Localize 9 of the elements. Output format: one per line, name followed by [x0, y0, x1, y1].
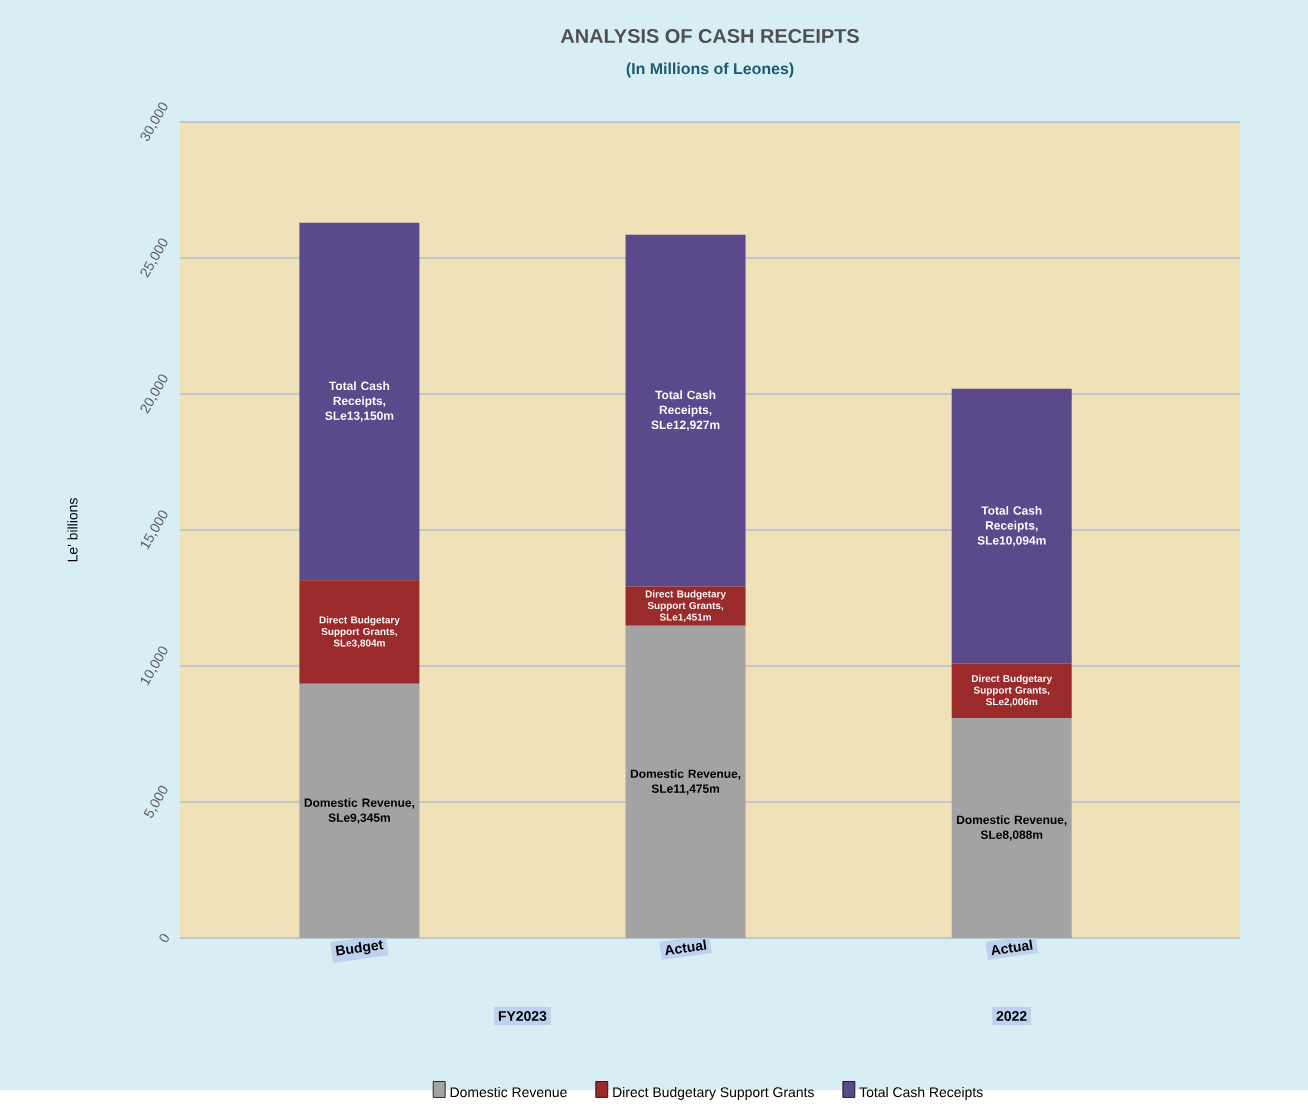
bar — [299, 580, 420, 684]
bar — [625, 234, 746, 587]
bar — [299, 222, 420, 581]
bar — [625, 625, 746, 938]
bar — [951, 718, 1072, 938]
chart-title: ANALYSIS OF CASH RECEIPTS — [560, 28, 859, 44]
bar — [951, 388, 1072, 664]
bar — [951, 663, 1072, 718]
bar — [299, 683, 420, 938]
